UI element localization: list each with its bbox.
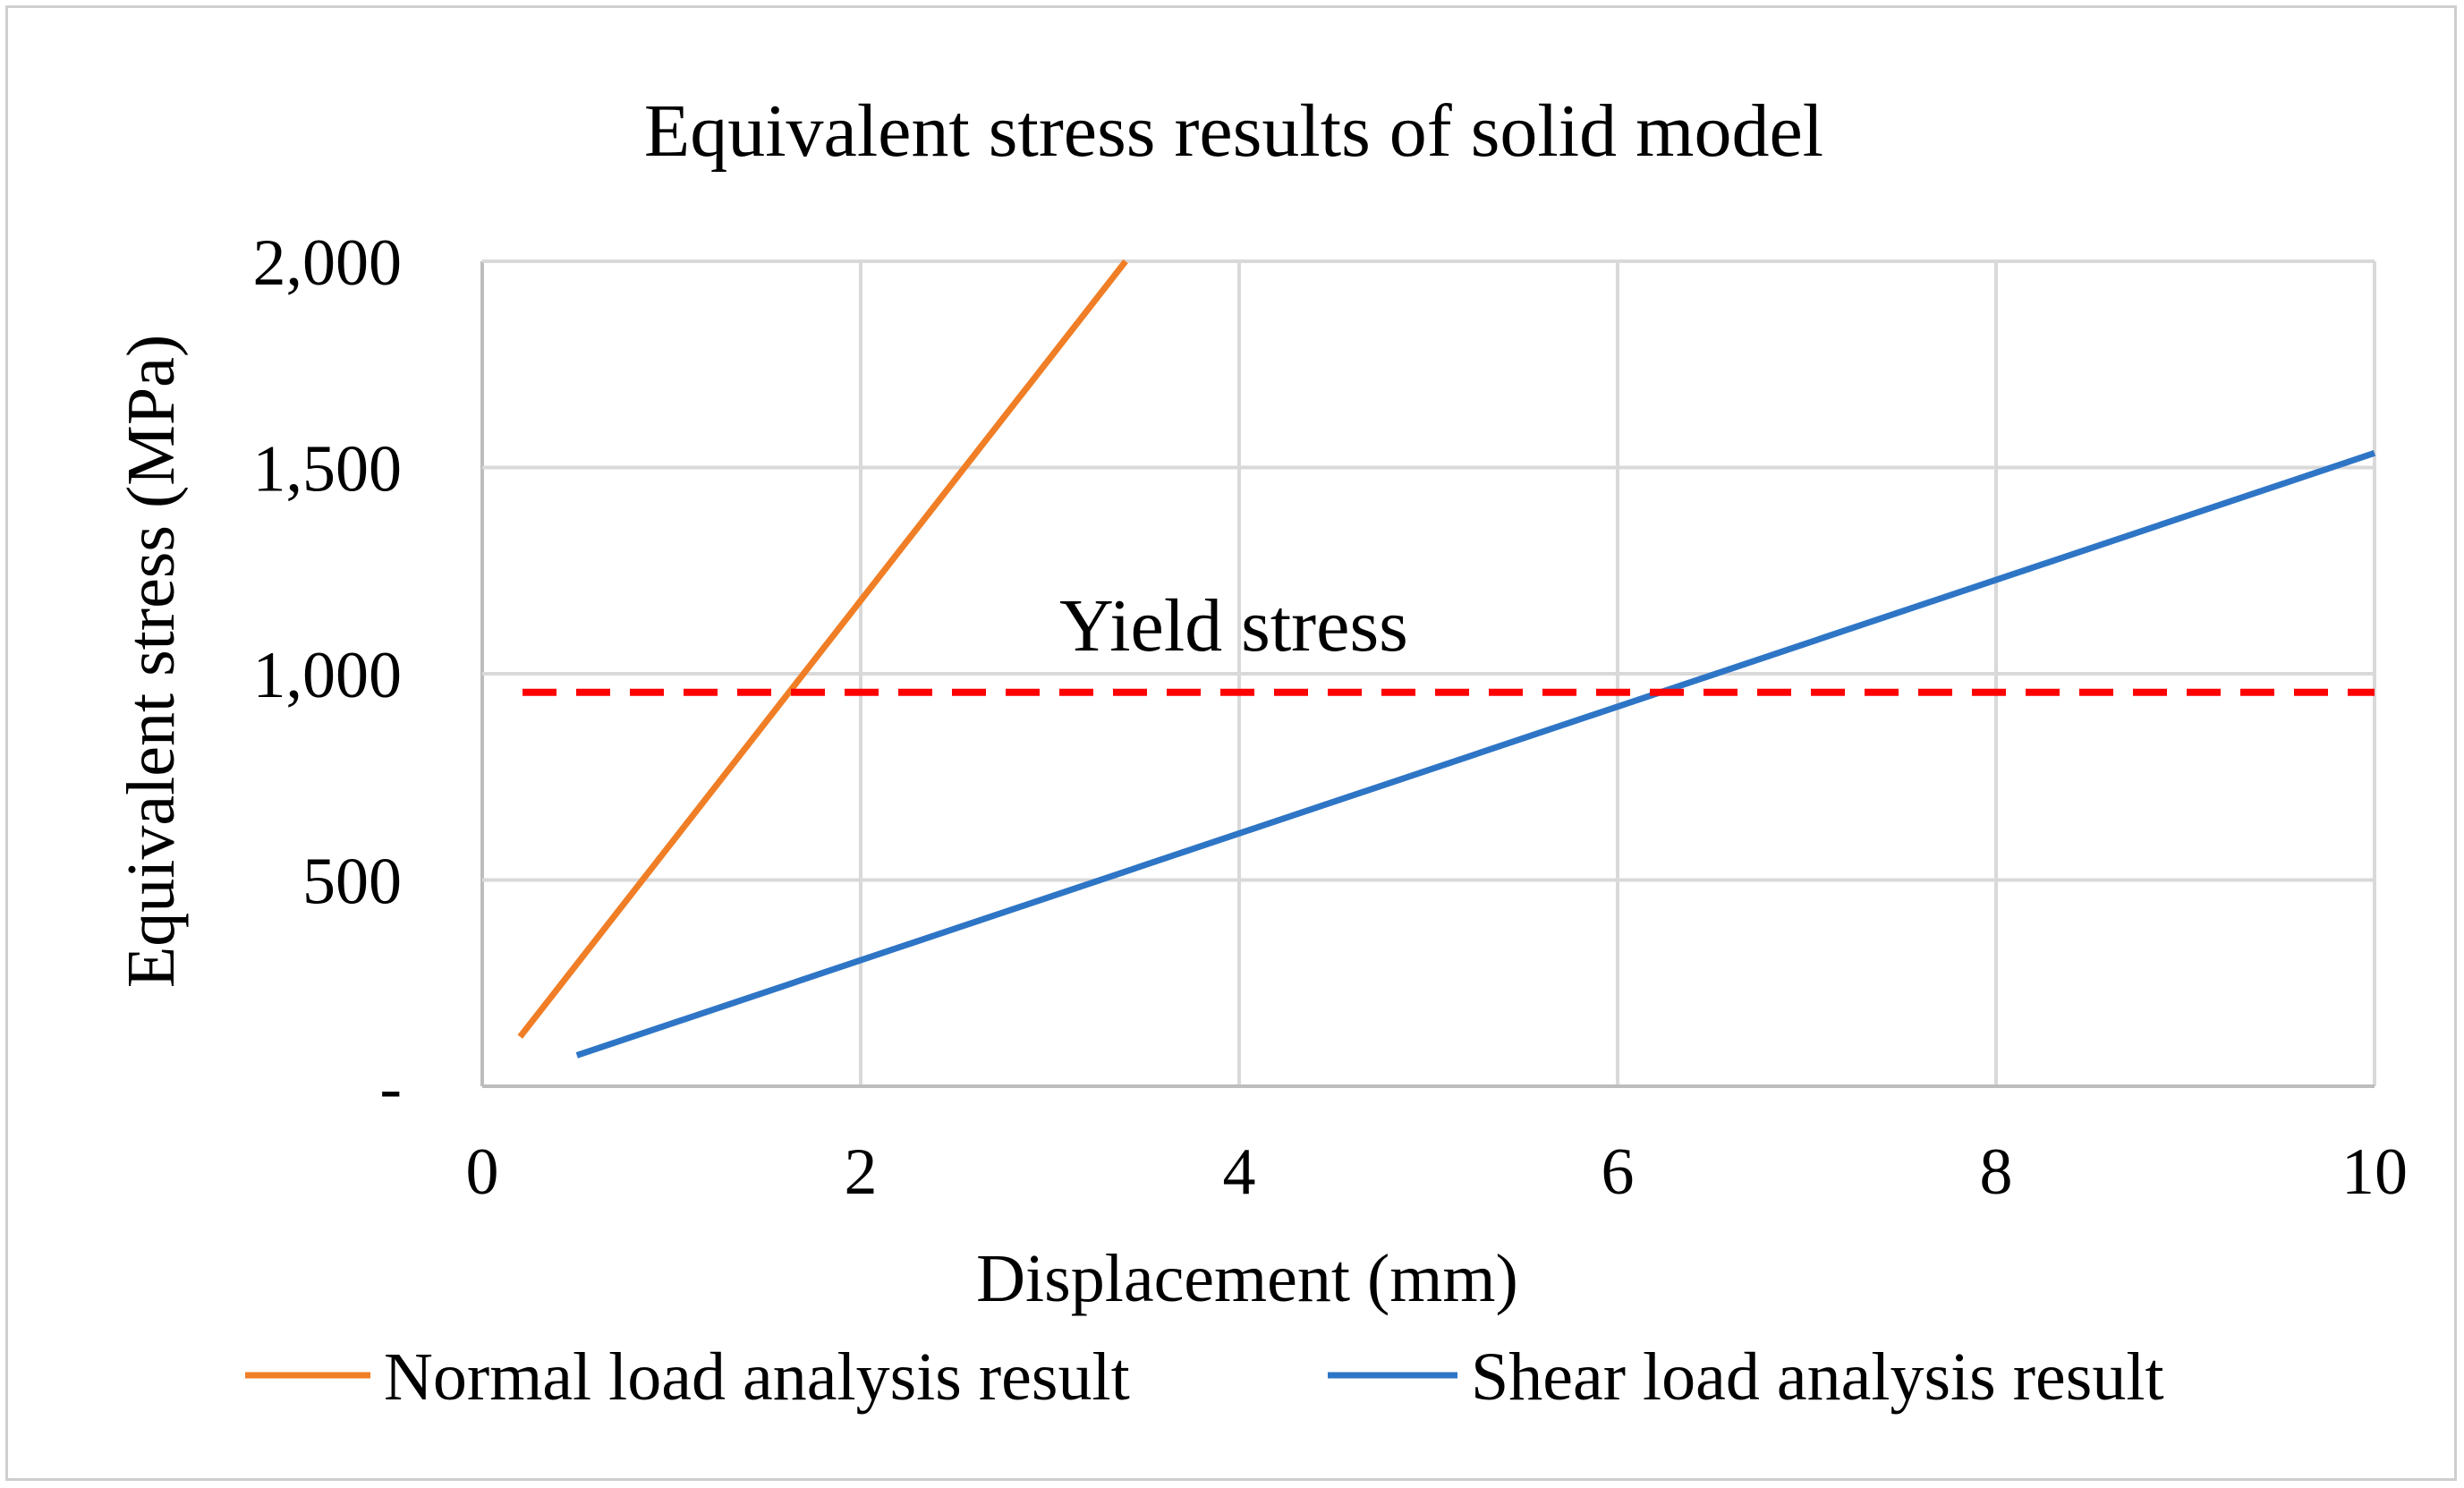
x-tick-label-0: 0 (466, 1135, 499, 1209)
legend: Normal load analysis result Shear load an… (245, 1339, 2164, 1415)
legend-label-normal-load: Normal load analysis result (384, 1339, 1130, 1415)
y-axis-label: Equivalent stress (MPa) (114, 335, 189, 988)
y-tick-label-2000: 2,000 (253, 226, 403, 300)
series-line-shear-load (575, 450, 2376, 1059)
x-tick-labels: 0 2 4 6 8 10 (466, 1135, 2409, 1209)
x-tick-label-8: 8 (1980, 1135, 2013, 1209)
legend-label-shear-load: Shear load analysis result (1471, 1339, 2164, 1415)
x-tick-label-2: 2 (845, 1135, 878, 1209)
series-line-normal-load (517, 259, 1128, 1039)
x-tick-label-4: 4 (1223, 1135, 1256, 1209)
chart-title: Equivalent stress results of solid model (644, 89, 1823, 173)
yield-stress-label: Yield stress (1059, 584, 1408, 667)
chart-svg: Equivalent stress results of solid model… (114, 89, 2409, 1415)
y-tick-label-500: 500 (302, 846, 402, 919)
x-axis-label: Displacement (mm) (976, 1241, 1518, 1316)
y-tick-label-0: - (379, 1051, 402, 1125)
series-group (517, 259, 2376, 1059)
x-tick-label-10: 10 (2341, 1135, 2408, 1209)
y-tick-labels: - 500 1,000 1,500 2,000 (253, 226, 403, 1125)
y-gridlines (482, 259, 2375, 882)
y-tick-label-1000: 1,000 (253, 639, 403, 712)
y-tick-label-1500: 1,500 (253, 433, 403, 506)
chart-frame: Equivalent stress results of solid model… (5, 5, 2457, 1481)
x-tick-label-6: 6 (1602, 1135, 1635, 1209)
